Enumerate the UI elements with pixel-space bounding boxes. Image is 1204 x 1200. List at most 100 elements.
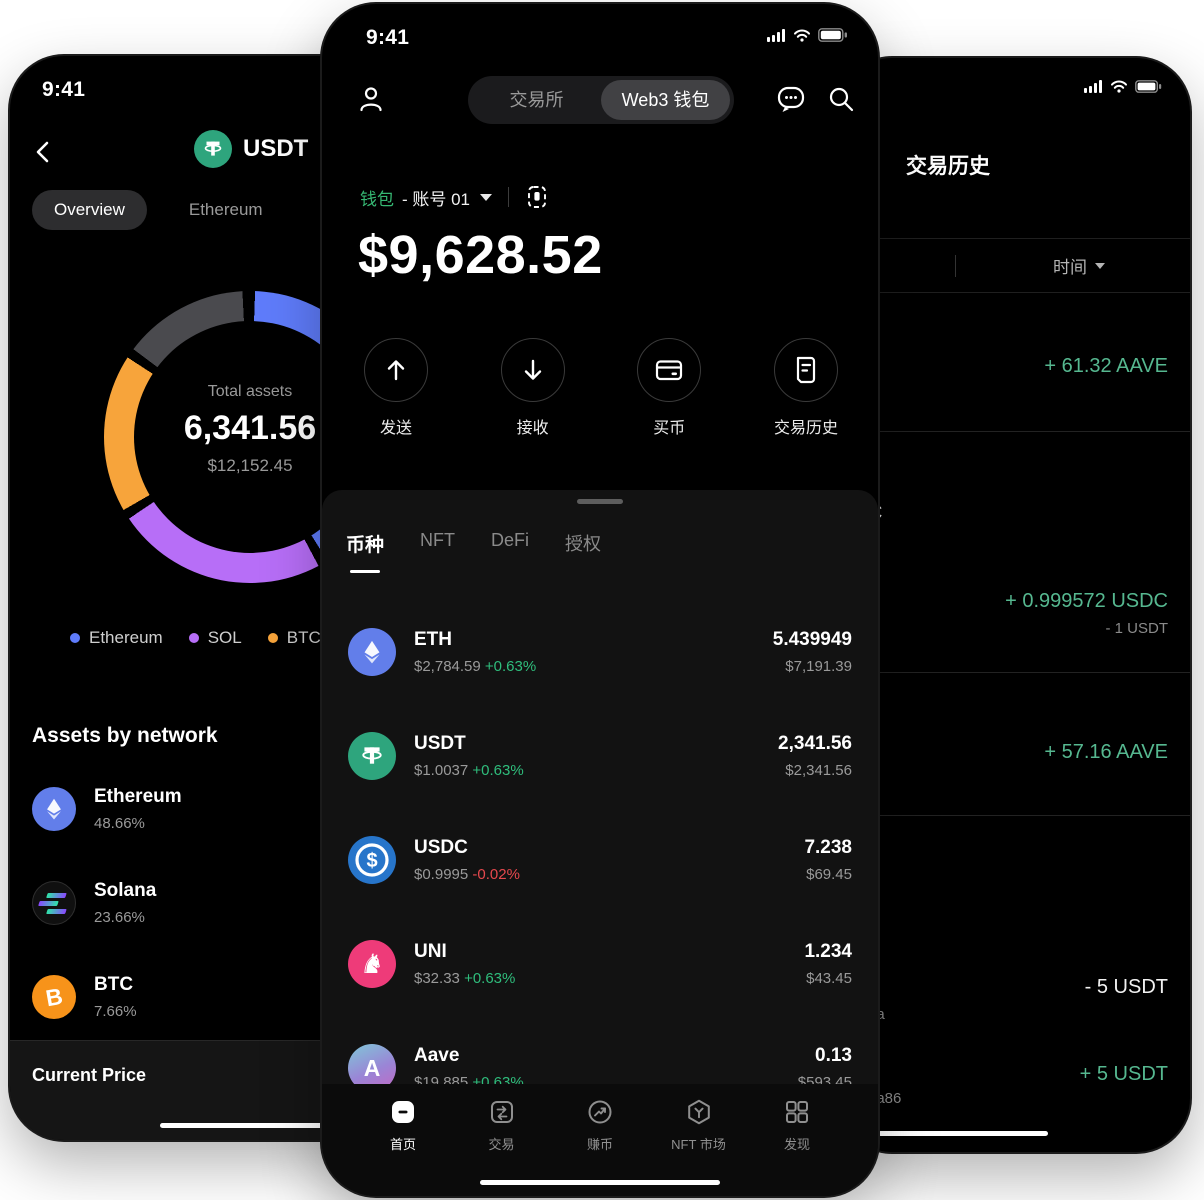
status-time: 9:41 [366,26,410,49]
coin-change: +0.63% [464,970,516,987]
search-icon [829,87,854,112]
tx-amount[interactable]: - 5 USDT [1084,976,1168,998]
account-label: - 账号 01 [402,189,471,209]
usdt-icon [194,130,232,168]
coin-amount: 7.238 [804,837,852,858]
back-button[interactable] [28,136,60,168]
asset-percent: 7.66% [94,1003,137,1020]
coin-row-eth[interactable]: ETH $2,784.59 +0.63% 5.439949 $7,191.39 [322,600,878,704]
person-icon [360,87,382,112]
chevron-down-icon [1095,262,1105,269]
wifi-icon [1111,80,1127,93]
profile-button[interactable] [354,82,388,116]
eth-icon [348,628,396,676]
coin-price: $32.33 [414,970,460,987]
asset-name: Ethereum [94,786,182,807]
nav-discover[interactable]: 发现 [754,1098,840,1196]
nav-trade[interactable]: 交易 [459,1098,545,1196]
earn-icon [588,1100,612,1124]
tab-web3-wallet[interactable]: Web3 钱包 [601,80,730,120]
arrow-up-icon [387,360,405,381]
token-title: USDT [194,130,308,168]
token-tabs: Overview Ethereum O [32,190,370,230]
coin-value-usd: $2,341.56 [785,762,852,779]
asset-type-tabs: 币种 NFT DeFi 授权 [346,530,601,573]
nft-hexagon-icon [687,1099,710,1125]
scan-icon [528,186,546,208]
tx-sub-amount: - 1 USDT [1105,620,1168,637]
tx-amount[interactable]: + 0.999572 USDC [1005,590,1168,612]
wifi-icon [794,29,810,42]
solana-icon [32,881,76,925]
nav-home[interactable]: 首页 [360,1098,446,1196]
history-button[interactable]: 交易历史 [773,338,838,438]
total-assets-label: Total assets [207,383,293,400]
tab-coins[interactable]: 币种 [346,530,384,573]
asset-row-solana[interactable]: Solana 23.66% [32,856,566,950]
trade-icon [490,1101,513,1123]
account-selector[interactable]: 钱包 - 账号 01 [360,184,549,210]
coin-row-uni[interactable]: ♞ UNI $32.33 +0.63% 1.234 $43.45 [322,912,878,1016]
tx-amount[interactable]: + 5 USDT [1079,1063,1168,1085]
drag-handle[interactable] [577,499,623,504]
discover-grid-icon [786,1101,808,1123]
tx-amount[interactable]: + 61.32 AAVE [1044,355,1168,377]
buy-crypto-button[interactable]: 买币 [637,338,702,438]
time-filter-button[interactable]: 时间 [1053,253,1105,278]
tab-approvals[interactable]: 授权 [565,534,602,554]
nav-nft-market[interactable]: NFT 市场 [656,1098,742,1196]
coin-symbol: UNI [414,941,447,962]
nav-label: NFT 市场 [671,1137,726,1152]
row-divider [838,672,1190,673]
coin-change: +0.63% [484,658,537,675]
send-button[interactable]: 发送 [364,338,428,438]
tab-exchange[interactable]: 交易所 [509,90,564,110]
asset-name: Solana [94,880,157,901]
quick-actions: 发送 接收 买币 交易历史 [364,338,838,438]
legend-dot-ethereum [70,633,80,643]
coin-price: $0.9995 [414,866,469,883]
current-price-label: Current Price [32,1065,147,1085]
document-icon [796,356,816,384]
tab-nft[interactable]: NFT [420,530,456,550]
coin-symbol: USDT [414,733,466,754]
asset-row-ethereum[interactable]: Ethereum 48.66% [32,762,566,856]
coin-amount: 2,341.56 [778,733,852,754]
history-label: 交易历史 [773,420,838,437]
send-label: 发送 [379,420,412,437]
coin-value-usd: $7,191.39 [785,658,852,675]
coin-symbol: USDC [414,837,468,858]
nav-label: 交易 [488,1137,515,1152]
nav-earn[interactable]: 赚币 [557,1098,643,1196]
coin-row-usdt[interactable]: USDT $1.0037 +0.63% 2,341.56 $2,341.56 [322,704,878,808]
filter-divider [955,255,956,277]
legend-sol: SOL [188,628,242,648]
tab-defi[interactable]: DeFi [491,530,530,550]
home-indicator [878,1131,1048,1136]
scan-button[interactable] [525,184,549,210]
coin-amount: 5.439949 [772,629,852,650]
total-assets-value: 6,341.56 [183,409,317,447]
receive-button[interactable]: 接收 [500,338,565,438]
nav-label: 首页 [389,1137,416,1152]
coin-symbol: Aave [414,1045,460,1066]
status-icons [1084,80,1162,93]
legend-btc: BTC [267,628,321,648]
ethereum-icon [32,787,76,831]
search-button[interactable] [824,82,858,116]
battery-icon [1135,80,1162,93]
coin-row-usdc[interactable]: $ USDC $0.9995 -0.02% 7.238 $69.45 [322,808,878,912]
tab-ethereum[interactable]: Ethereum [188,200,263,219]
assets-by-network-title: Assets by network [32,724,218,747]
svg-text:$: $ [366,850,377,872]
wallet-label: 钱包 [360,189,394,209]
tab-overview[interactable]: Overview [32,190,147,230]
donut-center-text: Total assets 6,341.56 $12,152.45 [104,383,396,476]
tx-amount[interactable]: + 57.16 AAVE [1044,741,1168,763]
nav-label: 发现 [783,1137,810,1152]
coin-price: $2,784.59 [414,658,481,675]
time-filter-label: 时间 [1053,258,1087,277]
buy-label: 买币 [653,420,686,437]
asset-row-btc[interactable]: B BTC 7.66% [32,950,566,1044]
support-chat-button[interactable] [774,82,808,116]
